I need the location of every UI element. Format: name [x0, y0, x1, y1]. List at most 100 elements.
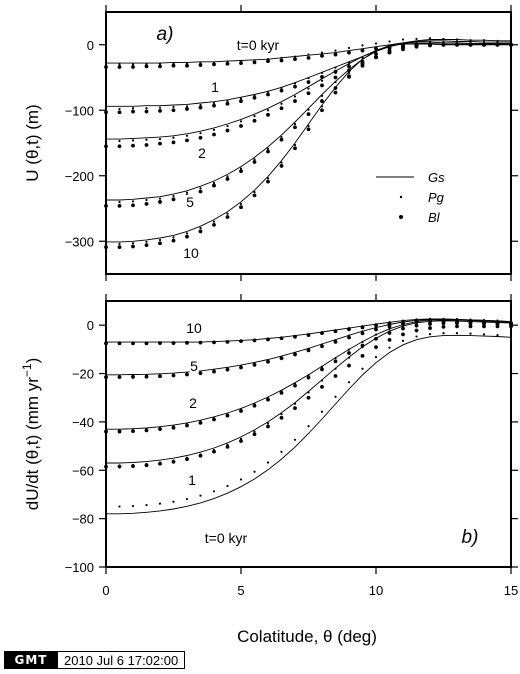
series-bl-point	[441, 42, 446, 47]
series-pg-point	[145, 138, 148, 141]
series-bl-point	[468, 324, 473, 329]
series-pg-point	[334, 49, 337, 52]
series-pg-point	[212, 101, 216, 105]
x-axis-label: Colatitude, θ (deg)	[237, 627, 377, 646]
series-pg-point	[226, 175, 229, 178]
series-pg-point	[185, 232, 189, 235]
curve-label: t=0 kyr	[205, 530, 248, 546]
series-pg-point	[266, 461, 270, 464]
series-pg-point	[172, 500, 175, 503]
series-bl-point	[144, 428, 149, 433]
panel-b-ytick-label: 0	[87, 318, 94, 333]
panel-b-ytick-label: −20	[72, 367, 94, 382]
series-pg-point	[266, 90, 270, 94]
curve-label: 10	[186, 320, 202, 336]
series-bl-point	[239, 339, 243, 344]
series-pg-point	[320, 105, 324, 108]
series-bl-point	[293, 125, 297, 130]
series-pg-point	[212, 490, 216, 493]
series-bl-point	[374, 55, 378, 60]
series-pg-point	[307, 53, 310, 56]
series-bl-point	[306, 375, 311, 380]
series-bl-point	[279, 106, 284, 111]
series-bl-point	[428, 322, 432, 326]
gmt-timestamp-stamp: GMT 2010 Jul 6 17:02:00	[4, 651, 186, 669]
series-pg-point	[104, 242, 108, 245]
series-bl-point	[131, 65, 135, 69]
series-pg-point	[455, 332, 459, 335]
series-pg-point	[293, 438, 297, 441]
series-pg-point	[374, 42, 378, 45]
series-pg-point	[280, 413, 283, 416]
series-pg-point	[185, 497, 189, 501]
series-pg-point	[145, 240, 148, 244]
series-bl-point	[387, 324, 392, 329]
series-bl-point	[306, 127, 311, 132]
series-bl-point	[239, 124, 243, 128]
series-pg-point	[253, 158, 256, 161]
series-pg-point	[347, 46, 351, 50]
series-bl-point	[347, 50, 351, 55]
series-pg-point	[158, 197, 162, 200]
series-pg-point	[347, 71, 351, 75]
series-bl-point	[104, 464, 108, 469]
series-bl-point	[495, 42, 500, 47]
series-bl-point	[320, 108, 324, 113]
series-bl-point	[225, 101, 230, 106]
series-bl-point	[239, 365, 243, 370]
series-bl-point	[131, 375, 135, 379]
series-pg-point	[347, 356, 351, 359]
series-bl-point	[198, 420, 203, 425]
series-bl-point	[374, 345, 378, 350]
series-pg-point	[361, 44, 364, 47]
series-bl-point	[198, 105, 203, 110]
series-bl-point	[347, 335, 351, 340]
panel-a-ytick-label: −100	[65, 103, 94, 118]
series-pg-point	[293, 122, 297, 126]
series-pg-point	[455, 38, 459, 41]
series-bl-point	[117, 375, 122, 380]
series-bl-point	[252, 338, 257, 343]
series-bl-point	[293, 383, 297, 388]
series-pg-point	[118, 200, 121, 204]
series-pg-point	[199, 132, 202, 135]
series-pg-point	[145, 198, 148, 202]
series-bl-point	[293, 99, 297, 103]
series-pg-point	[226, 212, 229, 215]
legend-entry: Bl	[428, 210, 441, 225]
series-bl-point	[131, 143, 135, 148]
series-bl-point	[225, 128, 230, 133]
panel-b-ytick-label: −40	[72, 415, 94, 430]
series-bl-point	[347, 351, 351, 355]
series-pg-point	[280, 161, 283, 164]
series-bl-point	[225, 177, 230, 181]
series-bl-point	[158, 374, 162, 379]
series-bl-point	[212, 222, 216, 227]
series-bl-point	[252, 60, 257, 65]
series-bl-point	[360, 325, 365, 330]
series-pg-point	[145, 503, 148, 507]
series-pg-point	[442, 37, 445, 40]
series-bl-point	[171, 425, 176, 430]
series-bl-point	[320, 384, 324, 389]
series-pg-point	[158, 137, 162, 141]
series-pg-point	[226, 99, 229, 103]
series-bl-point	[320, 74, 324, 79]
series-pg-point	[104, 139, 108, 143]
series-bl-point	[414, 328, 419, 333]
series-bl-point	[144, 64, 149, 69]
series-pg-point	[401, 38, 405, 41]
series-pg-point	[482, 333, 486, 336]
series-pg-point	[212, 181, 216, 185]
series-bl-point	[225, 61, 230, 66]
series-pg-point	[199, 187, 202, 190]
series-pg-point	[307, 374, 310, 377]
series-bl-point	[252, 362, 257, 367]
series-pg-point	[320, 51, 324, 54]
panel-b-ylabel: dU/dt (θ,t) (mm yr−1)	[20, 358, 42, 511]
series-bl-point	[158, 427, 162, 432]
curve-label: 2	[198, 145, 206, 161]
series-bl-point	[266, 179, 270, 184]
series-bl-point	[225, 339, 230, 344]
panel-a-ylabel: U (θ,t) (m)	[23, 104, 42, 181]
